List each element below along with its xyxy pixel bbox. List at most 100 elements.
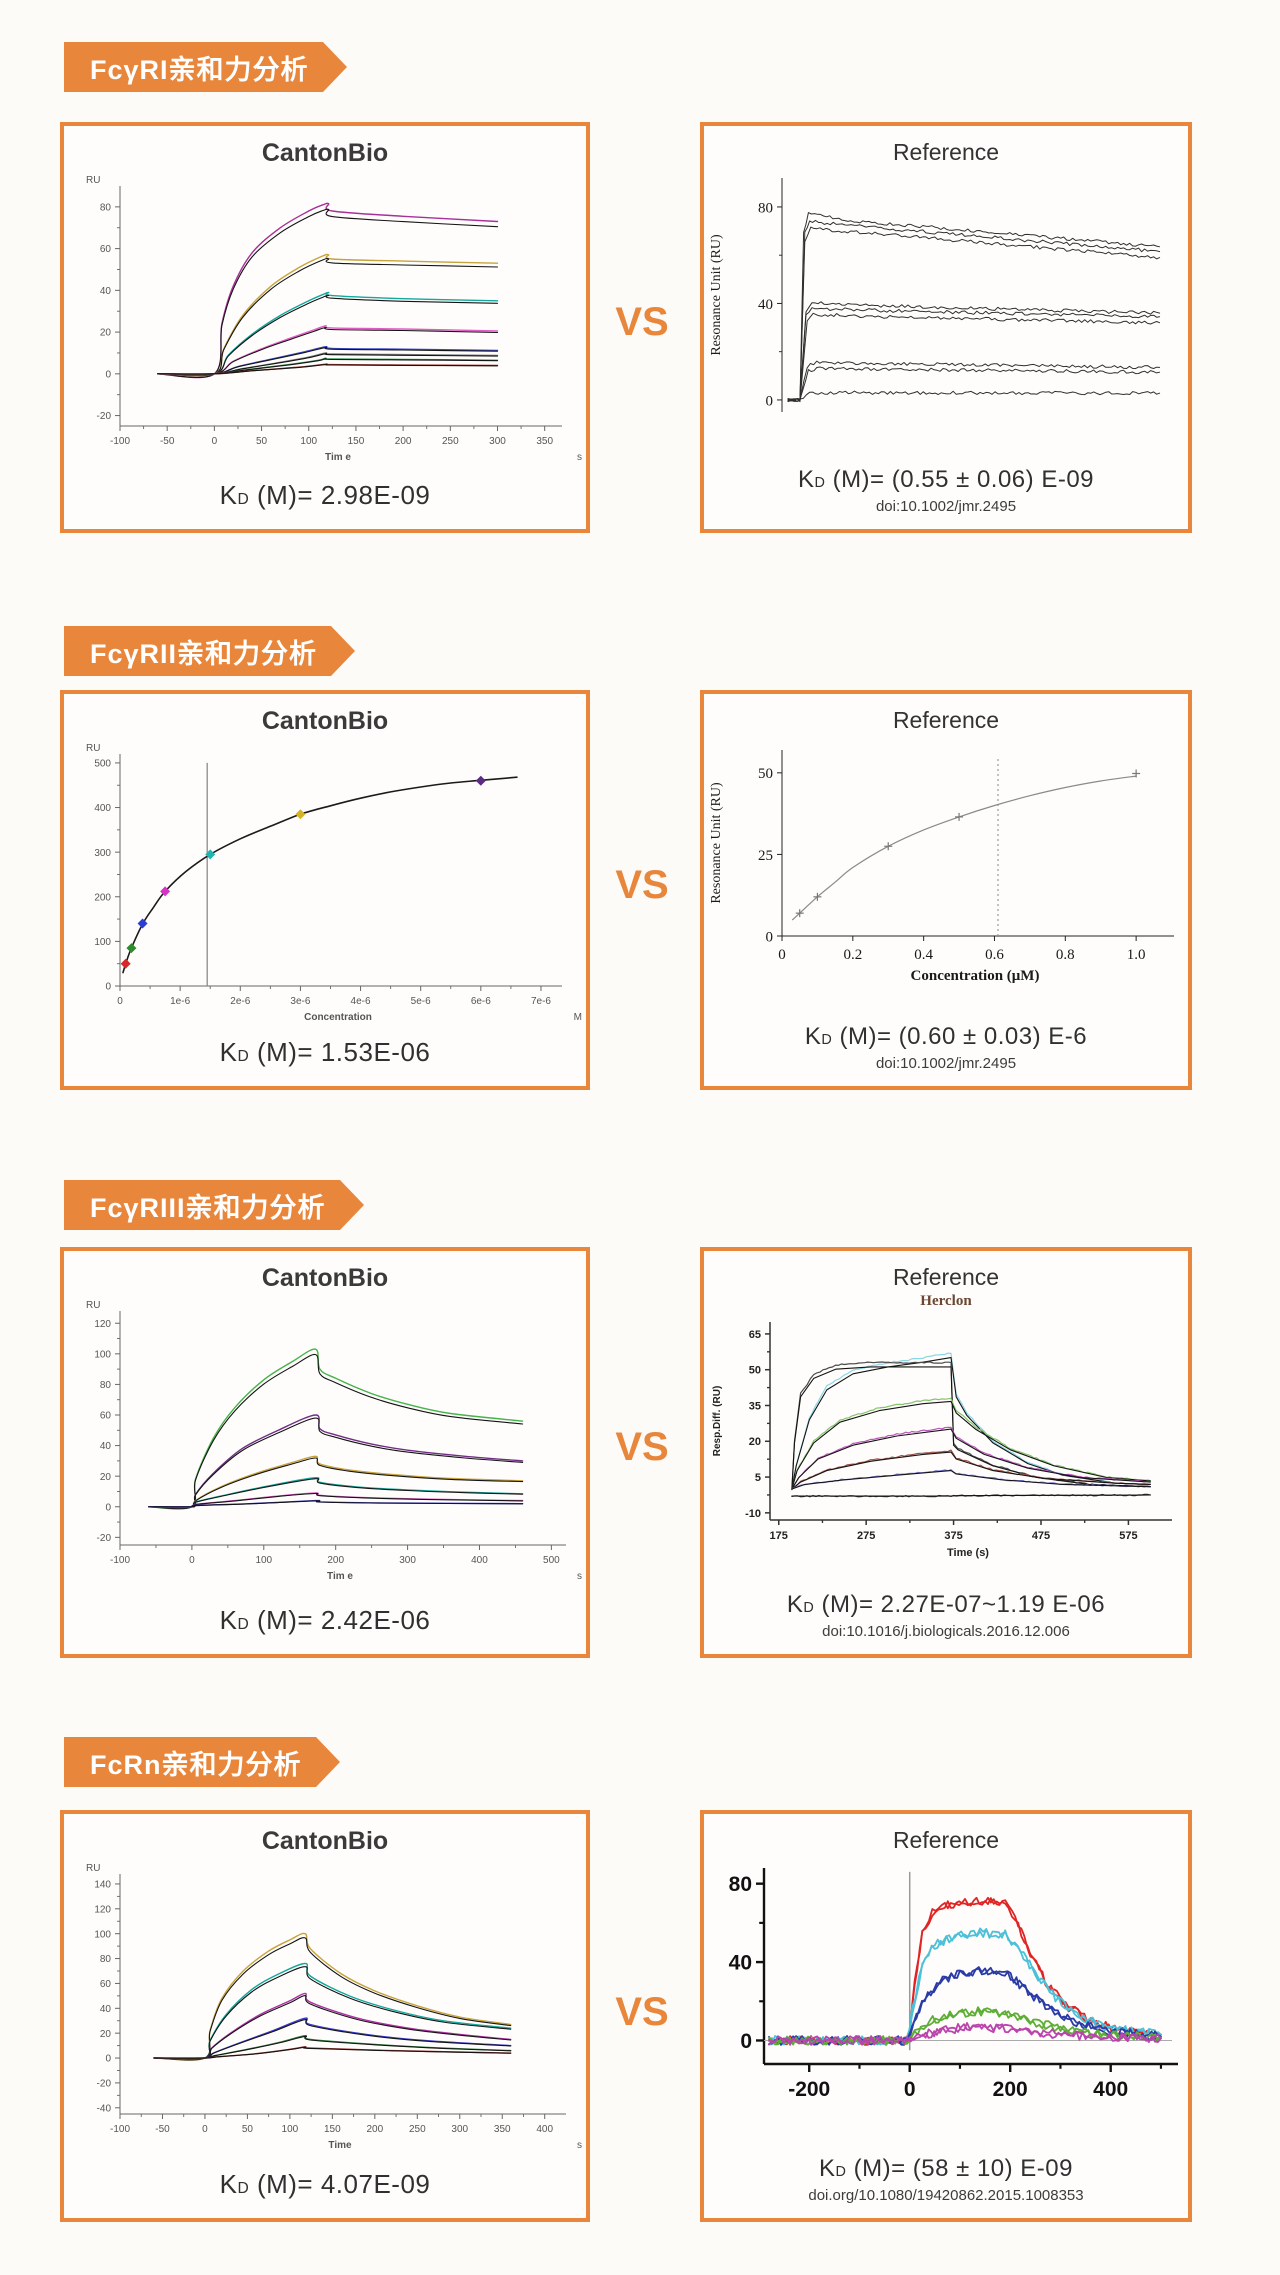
- svg-text:100: 100: [255, 1555, 272, 1566]
- panel-title: CantonBio: [261, 1264, 389, 1292]
- fcgri-reference-svg: 0 40 80 Resonance Unit (RU): [709, 178, 1161, 412]
- svg-text:0: 0: [740, 2030, 752, 2053]
- svg-text:250: 250: [409, 2124, 426, 2135]
- svg-text:-10: -10: [745, 1508, 761, 1520]
- svg-text:2e-6: 2e-6: [230, 996, 250, 1007]
- svg-text:RU: RU: [86, 1300, 100, 1311]
- fcrn-cantonbio-chart: -40 -20 0 20 40 60 80 100 120 140 -100 -50 0 50 100 150…: [64, 1858, 586, 2164]
- kd-value: KD (M)= 2.98E-09: [219, 480, 431, 510]
- kd-value: KD (M)= 1.53E-06: [219, 1037, 431, 1067]
- fcgrii-cantonbio-chart: 0 100 200 300 400 500 0 1e-6 2e-6 3e-6 4e-6 5e-6 6e-…: [64, 738, 586, 1036]
- svg-text:0: 0: [202, 2124, 208, 2135]
- banner-label: FcγRI亲和力分析: [90, 54, 309, 85]
- svg-text:Tim e: Tim e: [325, 452, 351, 463]
- svg-text:400: 400: [471, 1555, 488, 1566]
- svg-text:300: 300: [399, 1555, 416, 1566]
- kd-value: KD (M)= (0.55 ± 0.06) E-09: [797, 466, 1095, 493]
- svg-text:1e-6: 1e-6: [170, 996, 190, 1007]
- svg-text:M: M: [574, 1012, 582, 1023]
- svg-text:0: 0: [105, 1502, 111, 1513]
- panel-title: Reference: [892, 139, 1000, 165]
- svg-text:20: 20: [100, 1472, 112, 1483]
- section-banner-fcgri: FcγRI亲和力分析: [64, 42, 347, 92]
- svg-text:Concentration (μM): Concentration (μM): [911, 968, 1040, 984]
- svg-text:350: 350: [536, 436, 553, 447]
- svg-text:20: 20: [749, 1436, 761, 1448]
- vs-label: VS: [615, 1425, 669, 1469]
- svg-text:250: 250: [442, 436, 459, 447]
- svg-text:0: 0: [105, 369, 111, 380]
- svg-text:40: 40: [100, 1441, 112, 1452]
- svg-text:100: 100: [282, 2124, 299, 2135]
- panel-fcgri-cantonbio: CantonBio -20 0 20 40 60 80 -100 -50 0 50 100 150 20…: [60, 122, 590, 533]
- svg-text:300: 300: [94, 848, 111, 859]
- svg-text:80: 80: [758, 200, 773, 216]
- svg-text:60: 60: [100, 244, 112, 255]
- svg-text:-100: -100: [110, 2124, 130, 2135]
- doi-reference: doi.org/10.1080/19420862.2015.1008353: [808, 2187, 1084, 2204]
- section-banner-fcgriii: FcγRIII亲和力分析: [64, 1180, 364, 1230]
- kd-value: KD (M)= 2.42E-06: [219, 1605, 431, 1635]
- svg-text:-40: -40: [97, 2103, 112, 2114]
- svg-text:0: 0: [212, 436, 218, 447]
- svg-text:7e-6: 7e-6: [531, 996, 551, 1007]
- svg-text:s: s: [577, 452, 582, 463]
- svg-text:-200: -200: [788, 2078, 830, 2101]
- kd-value: KD (M)= (0.60 ± 0.03) E-6: [804, 1023, 1088, 1050]
- panel-fcgrii-cantonbio: CantonBio 0 100 200 300 400 500 0 1e-6 2e-6 3e-6 4…: [60, 690, 590, 1090]
- vs-label: VS: [615, 863, 669, 907]
- doi-reference: doi:10.1002/jmr.2495: [875, 498, 1017, 515]
- fcgrii-reference-svg: 0 25 50 0 0.2 0.4 0.6 0.8 1.0 Concentration (μM) R…: [709, 750, 1174, 984]
- vs-label: VS: [615, 300, 669, 344]
- svg-text:80: 80: [100, 202, 112, 213]
- panel-title: CantonBio: [261, 707, 389, 735]
- doi-reference: doi:10.1016/j.biologicals.2016.12.006: [822, 1623, 1070, 1640]
- panel-fcgri-reference: Reference 0 40 80 Resonance Unit (RU) KD (M…: [700, 122, 1192, 533]
- banner-label: FcγRIII亲和力分析: [90, 1192, 326, 1223]
- svg-text:80: 80: [100, 1954, 112, 1965]
- svg-text:150: 150: [324, 2124, 341, 2135]
- svg-text:1.0: 1.0: [1127, 947, 1146, 963]
- svg-text:-50: -50: [155, 2124, 170, 2135]
- svg-text:50: 50: [256, 436, 268, 447]
- fcrn-reference-svg: 0 40 80 -200 0 200 400: [729, 1868, 1178, 2101]
- svg-text:6e-6: 6e-6: [471, 996, 491, 1007]
- svg-text:475: 475: [1032, 1530, 1050, 1542]
- svg-text:40: 40: [758, 297, 773, 313]
- svg-text:275: 275: [857, 1530, 875, 1542]
- doi-reference: doi:10.1002/jmr.2495: [875, 1055, 1017, 1072]
- svg-text:-20: -20: [97, 1533, 112, 1544]
- svg-text:Resp.Diff. (RU): Resp.Diff. (RU): [712, 1386, 723, 1457]
- svg-text:375: 375: [944, 1530, 962, 1542]
- svg-text:120: 120: [94, 1319, 111, 1330]
- svg-text:0: 0: [766, 393, 774, 409]
- svg-text:50: 50: [758, 766, 773, 782]
- fcgriii-reference-chart: -10 5 20 35 50 65 175 275 375 475 575 Time (s) Resp.…: [704, 1310, 1188, 1570]
- svg-text:0: 0: [766, 929, 774, 945]
- svg-text:Concentration: Concentration: [304, 1012, 372, 1023]
- svg-text:5: 5: [755, 1472, 761, 1484]
- svg-text:0: 0: [189, 1555, 195, 1566]
- svg-text:40: 40: [729, 1952, 752, 1975]
- section-banner-fcgrii: FcγRII亲和力分析: [64, 626, 356, 676]
- svg-text:100: 100: [94, 937, 111, 948]
- panel-title: Reference: [892, 1827, 1000, 1853]
- fcgriii-cantonbio-chart: -20 0 20 40 60 80 100 120 -100 0 100 200 300 400 500 Ti…: [64, 1295, 586, 1595]
- kd-value: KD (M)= (58 ± 10) E-09: [819, 2155, 1073, 2182]
- fcgriii-reference-svg: -10 5 20 35 50 65 175 275 375 475 575 Time (s) Resp.…: [712, 1322, 1172, 1559]
- svg-text:Tim e: Tim e: [327, 1571, 353, 1582]
- svg-text:3e-6: 3e-6: [290, 996, 310, 1007]
- svg-text:200: 200: [993, 2078, 1028, 2101]
- panel-fcgrii-reference: Reference 0 25 50 0 0.2 0.4 0.6 0.8 1.0 Concentra…: [700, 690, 1192, 1090]
- reference-subtitle: Herclon: [920, 1293, 972, 1309]
- svg-text:65: 65: [749, 1329, 761, 1341]
- svg-text:20: 20: [100, 2029, 112, 2040]
- svg-text:Resonance Unit (RU): Resonance Unit (RU): [709, 782, 724, 904]
- svg-text:Time: Time: [328, 2140, 352, 2151]
- svg-text:-100: -100: [110, 1555, 130, 1566]
- svg-text:0: 0: [117, 996, 123, 1007]
- banner-label: FcγRII亲和力分析: [90, 638, 318, 669]
- kd-value: KD (M)= 2.27E-07~1.19 E-06: [786, 1591, 1106, 1618]
- kd-value: KD (M)= 4.07E-09: [219, 2169, 431, 2199]
- panel-title: CantonBio: [261, 139, 389, 167]
